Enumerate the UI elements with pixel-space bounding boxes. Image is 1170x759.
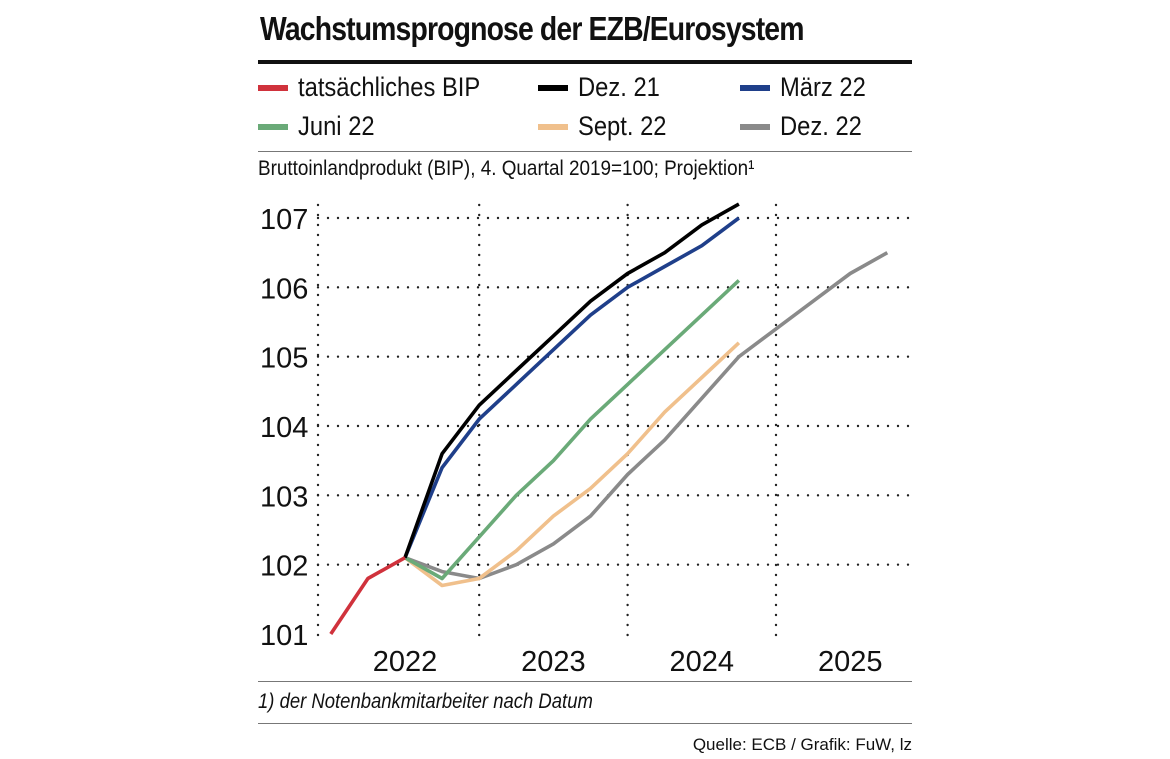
legend-item-dec-21: Dez. 21 xyxy=(538,72,671,103)
series-line-tats-chliches-bip xyxy=(329,556,406,636)
legend-label: März 22 xyxy=(780,72,866,102)
legend-label: Juni 22 xyxy=(298,111,375,141)
series-line-dez-22 xyxy=(404,251,889,581)
legend-item-sep-22: Sept. 22 xyxy=(538,111,679,142)
source-credit: Quelle: ECB / Grafik: FuW, lz xyxy=(692,735,912,754)
series-line-sept-22 xyxy=(403,341,741,588)
legend-swatch-dec-21 xyxy=(538,84,568,91)
legend-label: Dez. 21 xyxy=(578,72,660,102)
legend-swatch-jun-22 xyxy=(258,123,288,130)
y-tick-label: 103 xyxy=(260,481,308,513)
chart-subtitle: Bruttoinlandprodukt (BIP), 4. Quartal 20… xyxy=(258,157,755,180)
legend-swatch-mar-22 xyxy=(740,84,770,91)
legend-swatch-sep-22 xyxy=(538,123,568,130)
legend: tatsächliches BIP Dez. 21 März 22 Juni 2… xyxy=(258,70,912,150)
y-tick-label: 101 xyxy=(260,620,308,652)
legend-item-actual-gdp: tatsächliches BIP xyxy=(258,72,505,103)
y-tick-label: 107 xyxy=(260,204,308,236)
y-tick-label: 105 xyxy=(260,343,308,375)
y-tick-label: 106 xyxy=(260,273,308,305)
legend-label: Dez. 22 xyxy=(780,111,862,141)
x-tick-label: 2023 xyxy=(521,646,586,678)
title-rule xyxy=(258,60,912,64)
legend-item-jun-22: Juni 22 xyxy=(258,111,385,142)
legend-label: tatsächliches BIP xyxy=(298,72,481,102)
legend-swatch-actual-gdp xyxy=(258,84,288,91)
chart-title: Wachstumsprognose der EZB/Eurosystem xyxy=(260,10,804,47)
x-tick-label: 2025 xyxy=(818,646,883,678)
legend-item-mar-22: März 22 xyxy=(740,72,878,103)
x-tick-label: 2022 xyxy=(373,646,438,678)
y-tick-label: 104 xyxy=(260,412,308,444)
footnote-rule xyxy=(258,723,912,724)
series-line-m-rz-22 xyxy=(403,216,740,559)
footnote: 1) der Notenbankmitarbeiter nach Datum xyxy=(258,690,593,713)
x-tick-label: 2024 xyxy=(670,646,735,678)
series-line-juni-22 xyxy=(404,279,741,581)
y-tick-label: 102 xyxy=(260,551,308,583)
series-line-dez-21 xyxy=(403,202,740,559)
axis-bottom-rule xyxy=(258,681,912,682)
legend-swatch-dec-22 xyxy=(740,123,770,130)
legend-label: Sept. 22 xyxy=(578,111,667,141)
legend-item-dec-22: Dez. 22 xyxy=(740,111,873,142)
legend-rule xyxy=(258,151,912,152)
